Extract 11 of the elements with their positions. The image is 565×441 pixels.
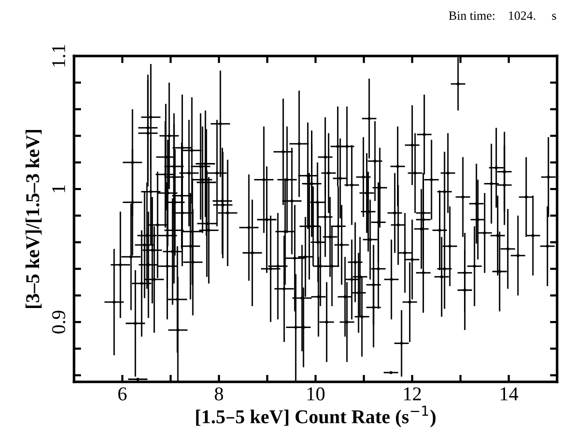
x-tick-label: 10	[308, 387, 325, 400]
x-tick-label: 8	[214, 387, 224, 400]
x-tick-label: 6	[118, 387, 127, 400]
x-tick-label: 14	[500, 387, 518, 400]
y-tick-label: 0.9	[52, 310, 66, 334]
text: Bin time: 1024. s	[448, 11, 556, 20]
x-axis-title: [1.5–5 keV] Count Rate (s$^{−1}$)	[196, 406, 436, 428]
x-tick-label: 12	[404, 387, 421, 400]
y-axis-title: [3–5 keV]/[1.5–3 keV]	[26, 130, 42, 308]
y-tick-label: 1	[52, 185, 66, 192]
y-tick-label: 1.1	[52, 45, 66, 66]
